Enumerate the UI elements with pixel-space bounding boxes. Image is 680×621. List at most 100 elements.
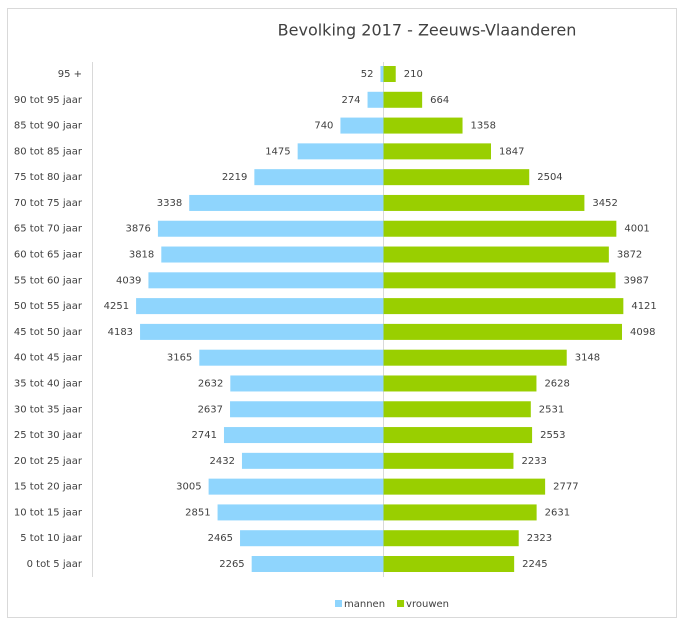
- category-label: 60 tot 65 jaar: [14, 250, 83, 261]
- category-label: 30 tot 35 jaar: [14, 404, 83, 415]
- category-label: 45 tot 50 jaar: [14, 327, 83, 338]
- value-label: 2628: [544, 378, 569, 389]
- value-label: 2531: [539, 404, 564, 415]
- bar: [383, 91, 423, 108]
- legend-swatch: [397, 600, 405, 607]
- value-label: 210: [404, 69, 423, 80]
- bar: [208, 478, 384, 495]
- bar: [140, 323, 384, 340]
- value-label: 1847: [499, 146, 524, 157]
- value-label: 3818: [129, 250, 154, 261]
- bar: [199, 349, 384, 366]
- category-label: 0 tot 5 jaar: [27, 559, 83, 570]
- bar: [148, 272, 384, 289]
- bar: [383, 556, 515, 572]
- bar: [383, 401, 531, 418]
- value-label: 3987: [624, 275, 649, 286]
- bar: [380, 66, 384, 82]
- category-label: 40 tot 45 jaar: [14, 353, 83, 364]
- bar: [223, 427, 384, 444]
- bar: [157, 220, 384, 237]
- category-label: 15 tot 20 jaar: [14, 482, 83, 493]
- bar: [383, 530, 519, 547]
- category-label: 80 tot 85 jaar: [14, 146, 83, 157]
- value-label: 1358: [471, 121, 496, 132]
- value-label: 274: [341, 95, 360, 106]
- value-label: 4183: [108, 327, 133, 338]
- value-label: 2265: [219, 559, 244, 570]
- category-label: 70 tot 75 jaar: [14, 198, 83, 209]
- value-label: 2465: [208, 533, 233, 544]
- bar: [383, 143, 491, 160]
- category-label: 20 tot 25 jaar: [14, 456, 83, 467]
- value-label: 52: [361, 69, 374, 80]
- category-label: 65 tot 70 jaar: [14, 224, 83, 235]
- value-label: 4001: [624, 224, 649, 235]
- legend-label: mannen: [344, 599, 385, 610]
- bar: [136, 298, 384, 315]
- bar: [383, 220, 617, 237]
- bar: [383, 298, 624, 315]
- value-label: 4121: [631, 301, 656, 312]
- value-label: 2741: [192, 430, 217, 441]
- bar: [383, 194, 585, 211]
- bar: [241, 452, 384, 469]
- category-label: 50 tot 55 jaar: [14, 301, 83, 312]
- bar: [383, 427, 533, 444]
- bar: [297, 143, 384, 160]
- value-label: 3148: [575, 353, 600, 364]
- bar: [251, 556, 384, 572]
- value-label: 3872: [617, 250, 642, 261]
- value-label: 2851: [185, 507, 210, 518]
- category-label: 85 tot 90 jaar: [14, 121, 83, 132]
- value-label: 2632: [198, 378, 223, 389]
- value-label: 4098: [630, 327, 655, 338]
- bar: [383, 452, 514, 469]
- category-label: 55 tot 60 jaar: [14, 275, 83, 286]
- value-label: 664: [430, 95, 449, 106]
- legend-label: vrouwen: [406, 599, 449, 610]
- bar: [240, 530, 384, 547]
- value-label: 2631: [545, 507, 570, 518]
- value-label: 3338: [157, 198, 182, 209]
- value-label: 1475: [265, 146, 290, 157]
- bar: [383, 504, 537, 521]
- bar: [383, 478, 546, 495]
- value-label: 4039: [116, 275, 141, 286]
- value-label: 2245: [522, 559, 547, 570]
- bar: [230, 401, 384, 418]
- value-label: 2432: [210, 456, 235, 467]
- value-label: 2219: [222, 172, 247, 183]
- value-label: 2504: [537, 172, 562, 183]
- bar: [217, 504, 384, 521]
- value-label: 2777: [553, 482, 578, 493]
- bar: [383, 349, 567, 366]
- bar: [254, 169, 384, 186]
- bar: [367, 91, 384, 108]
- bar: [383, 375, 537, 392]
- value-label: 2637: [198, 404, 223, 415]
- bar: [383, 272, 616, 289]
- bar: [383, 117, 463, 134]
- bar: [383, 169, 530, 186]
- value-label: 3165: [167, 353, 192, 364]
- category-label: 25 tot 30 jaar: [14, 430, 83, 441]
- bar: [340, 117, 384, 134]
- category-label: 90 tot 95 jaar: [14, 95, 83, 106]
- bar: [383, 246, 609, 263]
- value-label: 3876: [125, 224, 150, 235]
- category-label: 10 tot 15 jaar: [14, 507, 83, 518]
- bar: [383, 66, 396, 82]
- value-label: 740: [314, 121, 333, 132]
- value-label: 2553: [540, 430, 565, 441]
- value-label: 3452: [592, 198, 617, 209]
- category-label: 95 +: [58, 69, 82, 80]
- value-label: 2233: [521, 456, 546, 467]
- bar: [230, 375, 384, 392]
- value-label: 2323: [527, 533, 552, 544]
- bar: [189, 194, 384, 211]
- category-label: 75 tot 80 jaar: [14, 172, 83, 183]
- bar: [161, 246, 384, 263]
